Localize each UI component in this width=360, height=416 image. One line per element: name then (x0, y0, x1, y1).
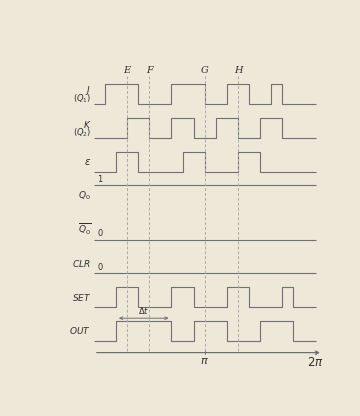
Text: $\Delta t$: $\Delta t$ (138, 305, 149, 316)
Text: F: F (146, 66, 153, 74)
Text: $2\pi$: $2\pi$ (307, 357, 324, 369)
Text: $SET$: $SET$ (72, 292, 91, 302)
Text: H: H (234, 66, 242, 74)
Text: $\overline{Q_0}$: $\overline{Q_0}$ (78, 222, 91, 237)
Text: $(Q_2)$: $(Q_2)$ (73, 126, 91, 139)
Text: $\varepsilon$: $\varepsilon$ (84, 157, 91, 167)
Text: $J$: $J$ (85, 84, 91, 97)
Text: 1: 1 (97, 175, 103, 184)
Text: 0: 0 (97, 263, 103, 272)
Text: 0: 0 (97, 229, 103, 238)
Text: $(Q_1)$: $(Q_1)$ (73, 93, 91, 105)
Text: $Q_0$: $Q_0$ (78, 189, 91, 202)
Text: G: G (201, 66, 208, 74)
Text: $OUT$: $OUT$ (69, 325, 91, 337)
Text: $CLR$: $CLR$ (72, 258, 91, 269)
Text: $\pi$: $\pi$ (200, 357, 209, 366)
Text: $K$: $K$ (82, 119, 91, 130)
Text: E: E (123, 66, 131, 74)
